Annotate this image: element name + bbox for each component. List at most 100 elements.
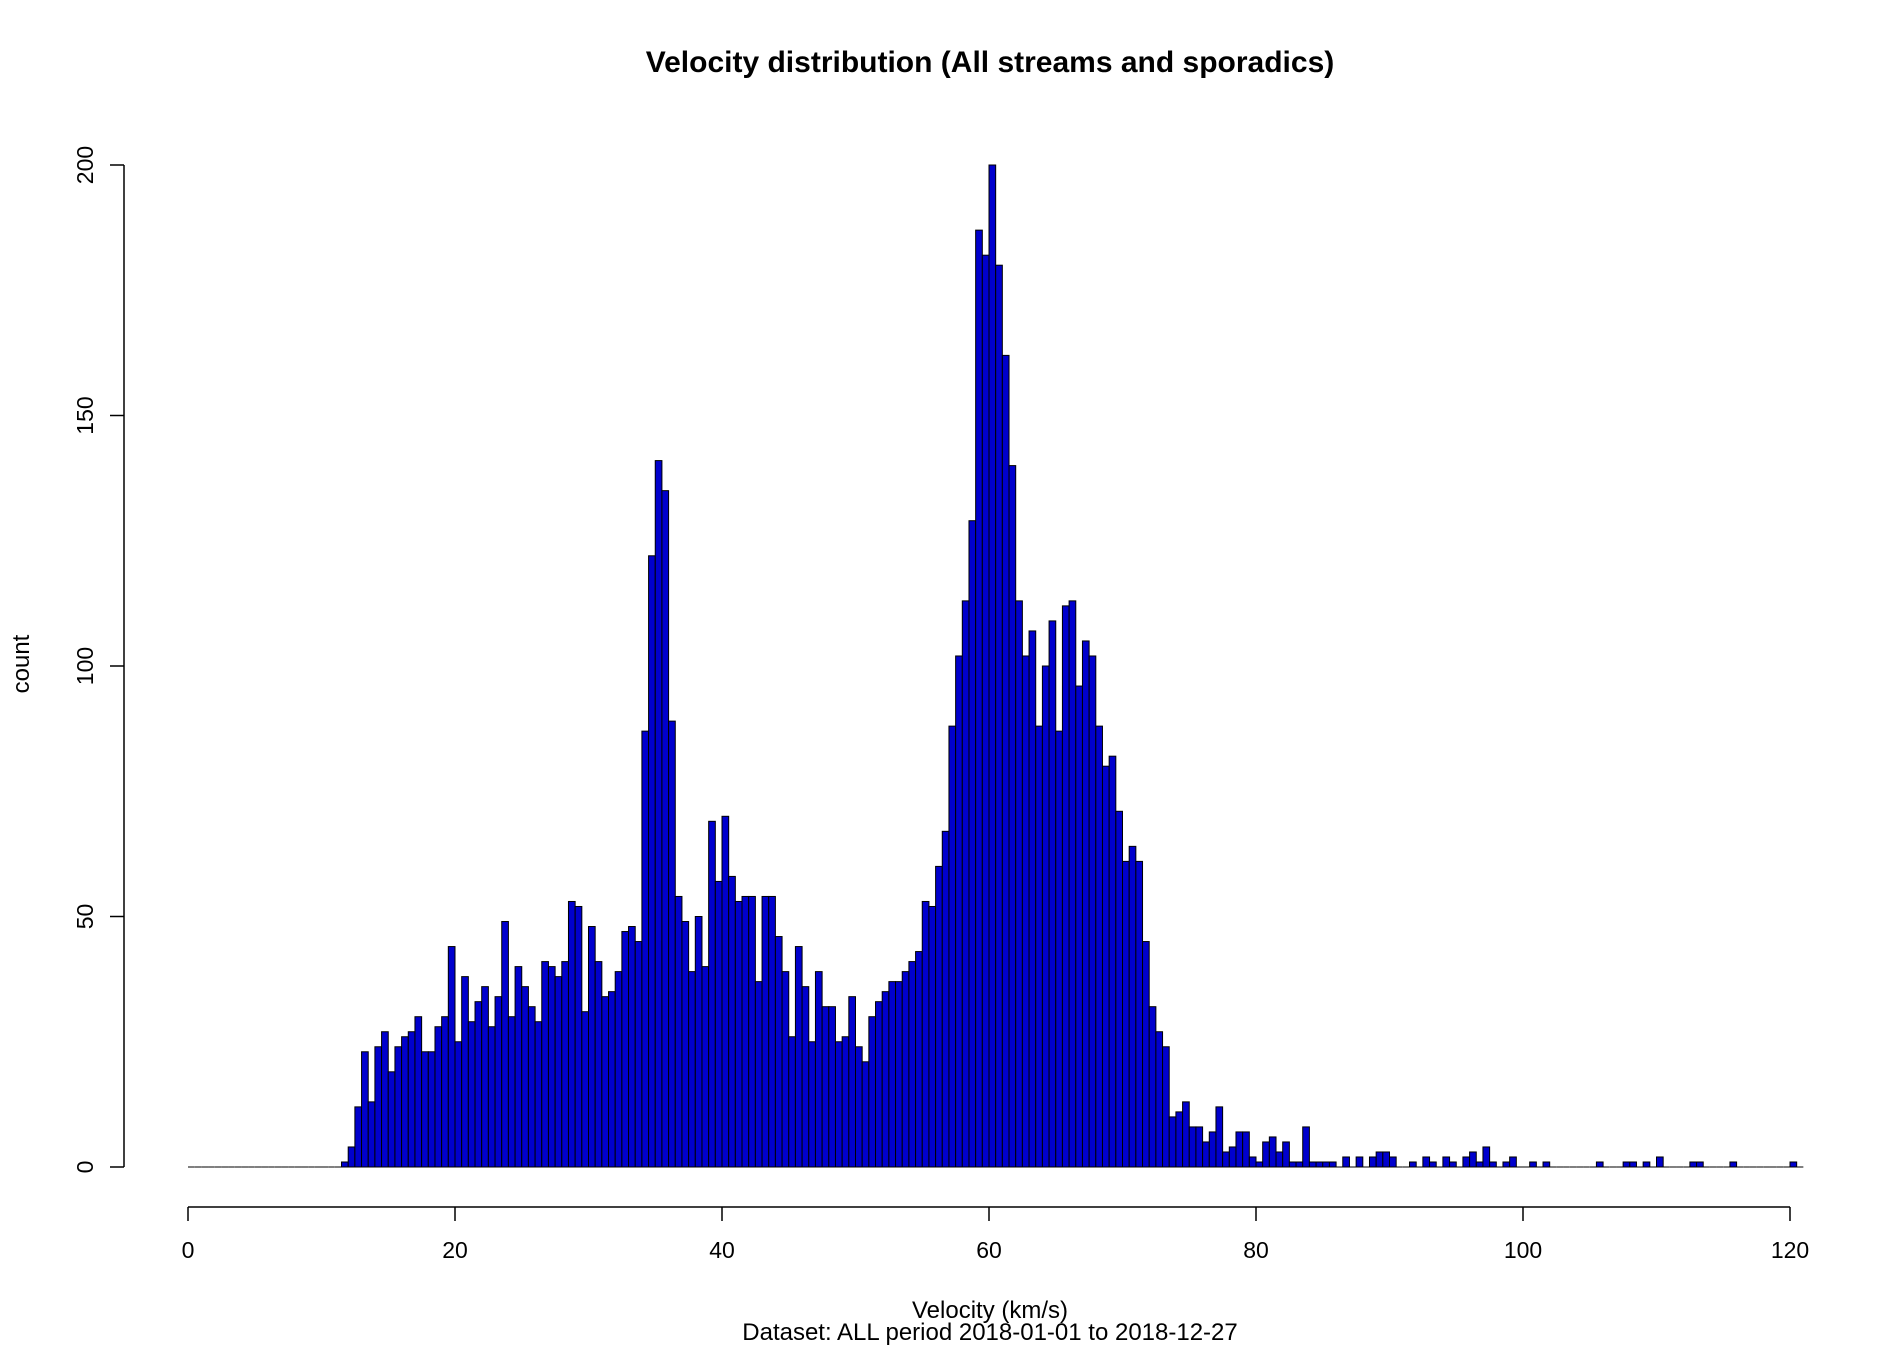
histogram-bar (1081, 640, 1090, 1168)
histogram-bar (1382, 1151, 1390, 1168)
histogram-bar (1622, 1161, 1631, 1168)
y-tick-label: 150 (72, 396, 98, 434)
histogram-bar (1262, 1141, 1270, 1168)
histogram-bar (808, 1041, 816, 1168)
histogram-bar (781, 971, 790, 1168)
histogram-bar (921, 900, 930, 1168)
histogram-bar (1021, 655, 1030, 1168)
histogram-bar (381, 1031, 389, 1168)
histogram-bar (1595, 1161, 1604, 1168)
histogram-bar (881, 991, 890, 1168)
histogram-bar (1235, 1131, 1244, 1168)
histogram-bar (1656, 1156, 1664, 1168)
histogram-bar (1041, 665, 1050, 1168)
histogram-bar (1222, 1151, 1230, 1168)
histogram-bar (1442, 1156, 1451, 1168)
histogram-bar (774, 936, 783, 1168)
histogram-bar (941, 830, 950, 1168)
histogram-bar (547, 966, 556, 1168)
histogram-bar (1475, 1161, 1484, 1168)
histogram-bar (621, 931, 630, 1168)
histogram-bar (654, 460, 663, 1168)
histogram-bar (768, 895, 776, 1168)
histogram-bar (1529, 1161, 1537, 1168)
histogram-bar (908, 961, 917, 1168)
histogram-bars (188, 164, 1804, 1168)
histogram-bar (541, 961, 549, 1168)
histogram-bar (948, 725, 957, 1168)
histogram-bar (681, 921, 690, 1168)
histogram-bar (434, 1026, 443, 1168)
histogram-bar (714, 880, 723, 1168)
x-tick-label: 40 (709, 1237, 735, 1263)
histogram-bar (341, 1161, 349, 1168)
histogram-bar (494, 996, 503, 1168)
histogram-bar (1162, 1046, 1170, 1168)
histogram-bar (1509, 1156, 1517, 1168)
histogram-bar (728, 875, 736, 1168)
histogram-bar (988, 164, 997, 1168)
histogram-bar (588, 926, 596, 1168)
histogram-bar (1208, 1131, 1217, 1168)
histogram-bar (454, 1041, 463, 1168)
histogram-bar (1389, 1156, 1397, 1168)
histogram-bar (888, 981, 897, 1168)
histogram-bar (1001, 354, 1010, 1168)
histogram-bar (601, 996, 610, 1168)
histogram-bar (955, 655, 963, 1168)
histogram-bar (614, 971, 623, 1168)
histogram-bar (1302, 1126, 1310, 1168)
histogram-bar (1429, 1161, 1437, 1168)
histogram-bar (1135, 860, 1144, 1168)
histogram-bar (1175, 1111, 1184, 1168)
histogram-bar (788, 1036, 796, 1168)
x-tick-label: 100 (1504, 1237, 1542, 1263)
histogram-bar (975, 229, 983, 1168)
y-tick-label: 50 (72, 904, 98, 930)
histogram-bar (534, 1021, 543, 1168)
histogram-bar (688, 971, 696, 1168)
histogram-bar (801, 986, 810, 1168)
histogram-bar (1696, 1161, 1704, 1168)
histogram-bar (1228, 1146, 1237, 1168)
histogram-bar (855, 1046, 863, 1168)
y-tick-label: 0 (72, 1161, 98, 1174)
histogram-bar (1275, 1151, 1284, 1168)
histogram-bar (935, 865, 943, 1168)
histogram-bar (721, 815, 730, 1168)
histogram-bar (754, 981, 763, 1168)
histogram-bar (628, 926, 636, 1168)
histogram-bar (1188, 1126, 1197, 1168)
histogram-bar (487, 1026, 496, 1168)
x-tick-label: 120 (1771, 1237, 1809, 1263)
histogram-bar (1449, 1161, 1457, 1168)
histogram-bar (814, 971, 823, 1168)
histogram-bar (1268, 1136, 1277, 1168)
x-tick-label: 80 (1243, 1237, 1269, 1263)
histogram-bar (414, 1016, 423, 1168)
histogram-bar (367, 1101, 376, 1168)
histogram-bar (427, 1051, 436, 1168)
histogram-bar (1055, 730, 1063, 1168)
histogram-bar (527, 1006, 536, 1168)
histogram-bar (1288, 1161, 1297, 1168)
histogram-bar (1328, 1161, 1337, 1168)
histogram-bar (1195, 1126, 1204, 1168)
histogram-bar (1789, 1161, 1798, 1168)
histogram-bar (1315, 1161, 1324, 1168)
histogram-bar (708, 820, 716, 1168)
histogram-bar (1142, 941, 1150, 1168)
histogram-bar (581, 1011, 590, 1168)
histogram-bar (1182, 1101, 1190, 1168)
histogram-bar (968, 520, 977, 1168)
histogram-bar (1008, 465, 1017, 1168)
histogram-bar (995, 264, 1003, 1168)
histogram-bar (1075, 685, 1083, 1168)
histogram-bar (1355, 1156, 1364, 1168)
histogram-bar (374, 1046, 383, 1168)
histogram-bar (834, 1041, 843, 1168)
histogram-bar (1422, 1156, 1431, 1168)
histogram-bar (961, 600, 970, 1168)
histogram-bar (861, 1061, 870, 1168)
